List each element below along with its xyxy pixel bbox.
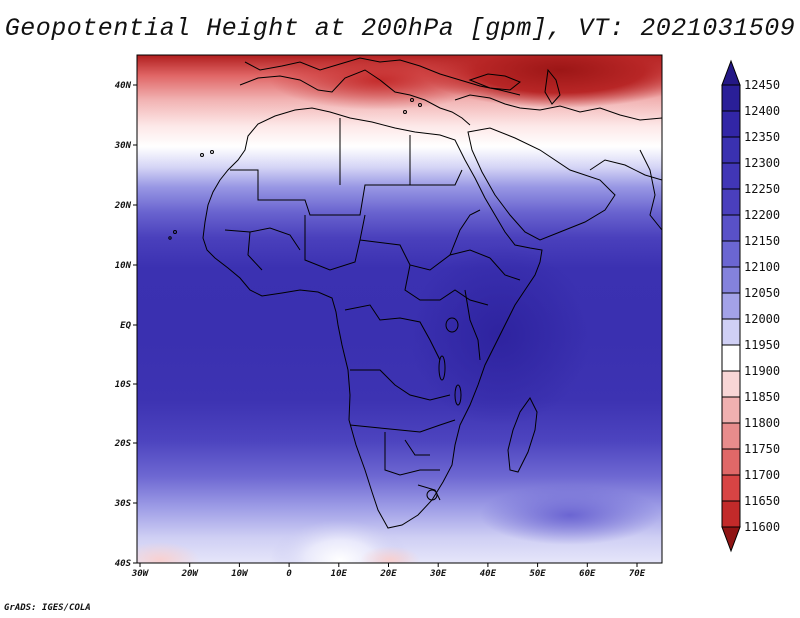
lon-tick-label: 70E bbox=[629, 569, 646, 579]
colorbar-label: 12450 bbox=[744, 78, 780, 92]
colorbar-label: 12300 bbox=[744, 156, 780, 170]
height-field bbox=[137, 55, 662, 563]
colorbar: 12450 12400 12350 12300 12250 12200 12150 12100… bbox=[721, 59, 780, 553]
colorbar-label: 12250 bbox=[744, 182, 780, 196]
colorbar-segment bbox=[721, 422, 741, 450]
lat-tick-label: 20S bbox=[114, 439, 132, 449]
colorbar-segment bbox=[721, 292, 741, 320]
map-title: Geopotential Height at 200hPa [gpm], VT:… bbox=[4, 14, 796, 43]
colorbar-extend-bottom bbox=[721, 526, 741, 553]
colorbar-label: 12400 bbox=[744, 104, 780, 118]
lat-tick-label: 20N bbox=[114, 201, 132, 211]
colorbar-segment bbox=[721, 500, 741, 528]
lon-tick-label: 20W bbox=[181, 569, 200, 579]
colorbar-segment bbox=[721, 188, 741, 216]
colorbar-extend-top bbox=[721, 59, 741, 86]
lat-tick-label: EQ bbox=[120, 321, 131, 331]
lat-tick-label: 30N bbox=[114, 141, 132, 151]
lon-tick-label: 30W bbox=[131, 569, 150, 579]
colorbar-label: 11850 bbox=[744, 390, 780, 404]
colorbar-label: 12350 bbox=[744, 130, 780, 144]
colorbar-label: 11750 bbox=[744, 442, 780, 456]
colorbar-label: 11600 bbox=[744, 520, 780, 534]
colorbar-segment bbox=[721, 84, 741, 112]
colorbar-segment bbox=[721, 136, 741, 164]
colorbar-label: 12000 bbox=[744, 312, 780, 326]
lon-tick-label: 20E bbox=[379, 569, 397, 579]
colorbar-label: 11950 bbox=[744, 338, 780, 352]
grads-credit: GrADS: IGES/COLA bbox=[4, 603, 91, 613]
lat-tick-label: 10S bbox=[115, 380, 132, 390]
europe-coast bbox=[239, 69, 471, 126]
colorbar-segment bbox=[721, 214, 741, 242]
colorbar-label: 12150 bbox=[744, 234, 780, 248]
colorbar-segment bbox=[721, 266, 741, 294]
colorbar-segment bbox=[721, 474, 741, 502]
arabia bbox=[467, 127, 616, 241]
lat-tick-label: 40S bbox=[115, 559, 132, 569]
lon-tick-label: 0 bbox=[286, 569, 292, 579]
colorbar-label: 11800 bbox=[744, 416, 780, 430]
lon-tick-label: 30E bbox=[429, 569, 447, 579]
colorbar-segment bbox=[721, 370, 741, 398]
lon-tick-label: 40E bbox=[480, 569, 497, 579]
colorbar-label: 12100 bbox=[744, 260, 780, 274]
colorbar-label: 12050 bbox=[744, 286, 780, 300]
lon-tick-label: 60E bbox=[579, 569, 596, 579]
colorbar-segment bbox=[721, 448, 741, 476]
lon-tick-label: 10E bbox=[331, 569, 348, 579]
africa-coastline bbox=[202, 107, 543, 529]
lat-tick-label: 40N bbox=[115, 81, 132, 91]
latitude-axis: 40N 30N 20N 10N EQ 10S 20S 30S 40S bbox=[114, 81, 137, 569]
colorbar-segment bbox=[721, 240, 741, 268]
lon-tick-label: 50E bbox=[529, 569, 546, 579]
coastlines bbox=[168, 57, 662, 529]
colorbar-segment bbox=[721, 318, 741, 346]
longitude-axis: 30W 20W 10W 0 10E 20E 30E 40E 50E 60E 70E bbox=[131, 563, 646, 579]
colorbar-label: 11700 bbox=[744, 468, 780, 482]
colorbar-label: 11650 bbox=[744, 494, 780, 508]
colorbar-label: 12200 bbox=[744, 208, 780, 222]
colorbar-segment bbox=[721, 110, 741, 138]
colorbar-segment bbox=[721, 162, 741, 190]
colorbar-segment bbox=[721, 344, 741, 372]
map-frame bbox=[136, 54, 663, 564]
lat-tick-label: 10N bbox=[115, 261, 132, 271]
madagascar bbox=[507, 397, 538, 473]
lon-tick-label: 10W bbox=[231, 569, 249, 579]
lat-tick-label: 30S bbox=[114, 499, 132, 509]
colorbar-label: 11900 bbox=[744, 364, 780, 378]
colorbar-segment bbox=[721, 396, 741, 424]
